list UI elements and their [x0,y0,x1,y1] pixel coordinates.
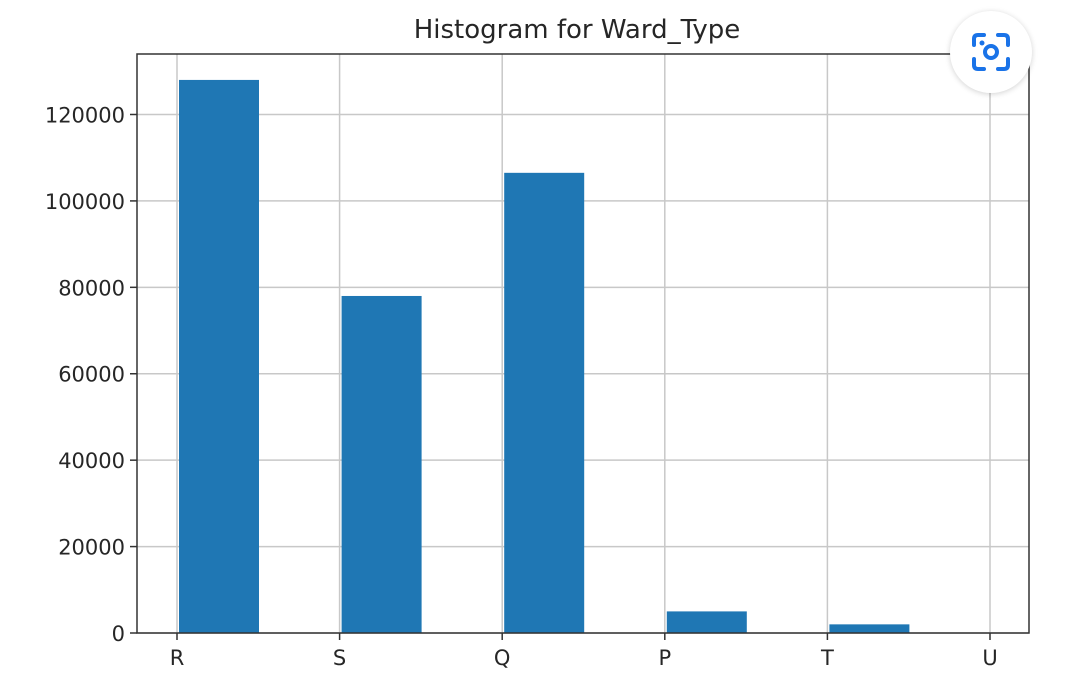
y-tick-label: 120000 [45,103,125,127]
bar-t [829,624,910,633]
bars [179,79,910,634]
x-tick-label: R [170,646,185,670]
y-tick-label: 100000 [45,190,125,214]
y-tick-label: 20000 [58,536,125,560]
x-tick-label: P [658,646,671,670]
y-tick-label: 60000 [58,363,125,387]
bar-r [179,79,259,634]
bar-p [666,611,747,633]
x-tick-label: Q [494,646,511,670]
y-tick-label: 80000 [58,276,125,300]
chart-title: Histogram for Ward_Type [414,15,741,45]
y-tick-label: 40000 [58,449,125,473]
y-tick-label: 0 [112,622,125,646]
bar-q [504,172,585,633]
bar-s [341,295,422,633]
plot-frame [136,53,1030,634]
y-axis-ticks: 0 20000 40000 60000 80000 100000 120000 [45,103,137,646]
x-tick-label: U [982,646,997,670]
lens-scan-button[interactable] [950,11,1032,93]
x-tick-label: T [820,646,834,670]
lens-scan-icon [972,33,1010,71]
x-tick-label: S [333,646,346,670]
